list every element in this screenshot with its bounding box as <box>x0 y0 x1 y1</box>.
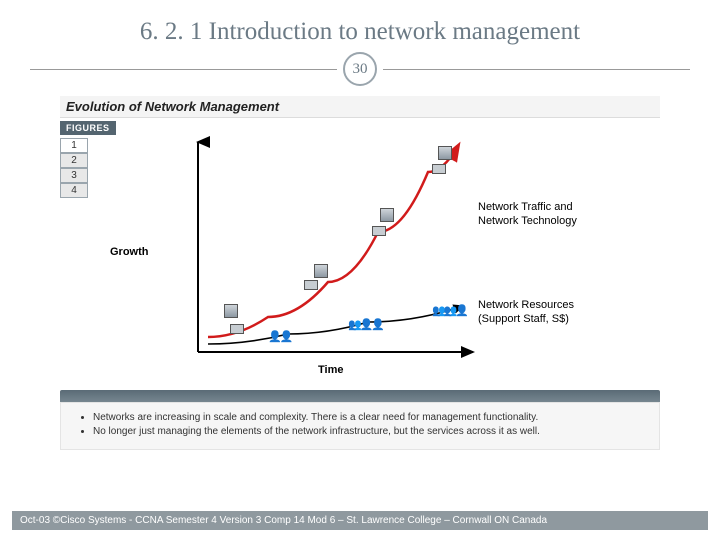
callout-bar <box>60 390 660 402</box>
server-icon <box>438 146 456 166</box>
red-curve-label: Network Traffic and Network Technology <box>478 200 577 229</box>
people-icon: 👥👤👤 <box>348 318 383 331</box>
monitor-icon <box>432 164 450 184</box>
figure-tab-3[interactable]: 3 <box>60 168 88 183</box>
slide-title: 6. 2. 1 Introduction to network manageme… <box>0 0 720 52</box>
monitor-icon <box>372 226 390 246</box>
callout-bullet: Networks are increasing in scale and com… <box>93 411 645 425</box>
page-number-circle: 30 <box>343 52 377 86</box>
figure-tab-2[interactable]: 2 <box>60 153 88 168</box>
figure-title: Evolution of Network Management <box>60 96 660 118</box>
title-divider: 30 <box>0 52 720 96</box>
x-axis-label: Time <box>318 364 343 376</box>
callout-bullet: No longer just managing the elements of … <box>93 425 645 439</box>
growth-chart: Growth Time Network Traffic and Network … <box>88 136 660 386</box>
footer: Oct-03 ©Cisco Systems - CCNA Semester 4 … <box>12 511 708 530</box>
server-icon <box>314 264 332 284</box>
callout-box: Networks are increasing in scale and com… <box>60 402 660 450</box>
people-icon: 👥👥👤 <box>432 304 467 317</box>
figure-tab-4[interactable]: 4 <box>60 183 88 198</box>
red-curve <box>208 146 458 337</box>
black-curve-label: Network Resources (Support Staff, S$) <box>478 298 574 327</box>
figure-tab-1[interactable]: 1 <box>60 138 88 153</box>
monitor-icon <box>230 324 248 344</box>
server-icon <box>380 208 398 228</box>
figure-tabs: 1 2 3 4 <box>60 138 88 198</box>
y-axis-label: Growth <box>110 246 149 258</box>
figures-label: FIGURES <box>60 121 116 135</box>
server-icon <box>224 304 242 324</box>
people-icon: 👤👤 <box>268 330 291 343</box>
